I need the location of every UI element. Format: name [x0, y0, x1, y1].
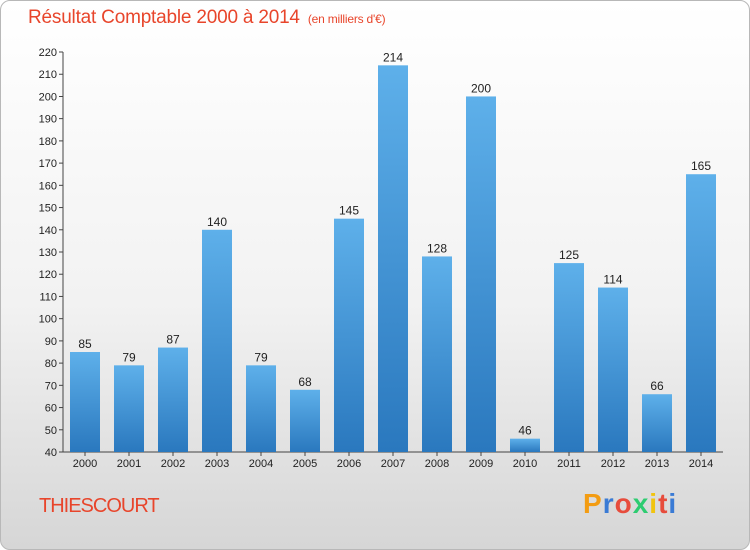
y-tick-label: 130 [39, 247, 57, 259]
value-label-2003: 140 [207, 215, 227, 229]
x-tick-label-2001: 2001 [117, 458, 141, 470]
y-tick-label: 160 [39, 180, 57, 192]
chart-value-labels: 85 79 87 140 79 68 145 214 128 200 46 125 114 66 165 [78, 50, 711, 437]
bar-2005 [290, 389, 320, 452]
logo-letter: r [602, 488, 615, 519]
x-tick-label-2005: 2005 [293, 458, 317, 470]
y-tick-label: 150 [39, 203, 57, 215]
bar-2002 [158, 347, 188, 452]
x-tick-label-2010: 2010 [513, 458, 537, 470]
bar-2010 [510, 438, 540, 452]
value-label-2007: 214 [383, 50, 403, 64]
bar-2000 [70, 352, 100, 452]
y-tick-label: 180 [39, 136, 57, 148]
chart-title-main: Résultat Comptable 2000 à 2014 [28, 7, 300, 28]
y-tick-label: 60 [45, 403, 57, 415]
x-tick-label-2002: 2002 [161, 458, 185, 470]
proxiti-logo: Proxiti [583, 488, 677, 520]
bar-2004 [246, 365, 276, 452]
chart-bars [70, 65, 716, 452]
bar-2013 [642, 394, 672, 452]
y-tick-label: 200 [39, 91, 57, 103]
x-tick-label-2013: 2013 [645, 458, 669, 470]
bar-2012 [598, 287, 628, 452]
chart-title: Résultat Comptable 2000 à 2014 (en millie… [28, 7, 386, 29]
value-label-2011: 125 [559, 248, 579, 262]
y-tick-label: 100 [39, 314, 57, 326]
x-tick-label-2004: 2004 [249, 458, 273, 470]
logo-letter: i [668, 488, 678, 519]
value-label-2002: 87 [166, 333, 180, 347]
y-tick-label: 70 [45, 380, 57, 392]
logo-letter: i [649, 488, 659, 519]
y-tick-label: 120 [39, 269, 57, 281]
bar-2007 [378, 65, 408, 452]
value-label-2012: 114 [603, 273, 622, 287]
x-tick-label-2003: 2003 [205, 458, 229, 470]
x-tick-label-2006: 2006 [337, 458, 361, 470]
value-label-2001: 79 [122, 350, 136, 364]
bar-2001 [114, 365, 144, 452]
x-tick-label-2014: 2014 [689, 458, 713, 470]
x-tick-label-2008: 2008 [425, 458, 449, 470]
x-tick-label-2012: 2012 [601, 458, 625, 470]
x-tick-label-2000: 2000 [73, 458, 97, 470]
logo-letter: P [583, 488, 603, 519]
bar-2014 [686, 174, 716, 452]
y-tick-label: 40 [45, 447, 57, 459]
y-tick-label: 190 [39, 114, 57, 126]
logo-letter: t [658, 488, 669, 519]
y-tick-label: 210 [39, 69, 57, 81]
commune-name: THIESCOURT [39, 495, 160, 517]
value-label-2006: 145 [339, 204, 359, 218]
bar-2003 [202, 229, 232, 452]
bar-2008 [422, 256, 452, 452]
x-tick-label-2011: 2011 [557, 458, 581, 470]
logo-letter: x [632, 488, 650, 519]
y-tick-label: 50 [45, 425, 57, 437]
logo-letter: o [614, 488, 633, 519]
value-label-2005: 68 [298, 375, 312, 389]
value-label-2000: 85 [78, 337, 92, 351]
chart-title-unit: (en milliers d'€) [307, 12, 386, 26]
bar-2011 [554, 263, 584, 452]
y-tick-label: 90 [45, 336, 57, 348]
y-tick-label: 140 [39, 225, 57, 237]
y-tick-label: 220 [39, 47, 57, 59]
value-label-2014: 165 [691, 159, 711, 173]
value-label-2004: 79 [254, 350, 268, 364]
value-label-2013: 66 [650, 379, 664, 393]
value-label-2008: 128 [427, 241, 447, 255]
x-tick-label-2009: 2009 [469, 458, 493, 470]
y-tick-label: 170 [39, 158, 57, 170]
x-tick-label-2007: 2007 [381, 458, 405, 470]
y-tick-label: 110 [39, 291, 57, 303]
bar-2006 [334, 218, 364, 452]
y-tick-label: 80 [45, 358, 57, 370]
bar-2009 [466, 96, 496, 452]
value-label-2009: 200 [471, 81, 491, 95]
value-label-2010: 46 [518, 424, 532, 438]
